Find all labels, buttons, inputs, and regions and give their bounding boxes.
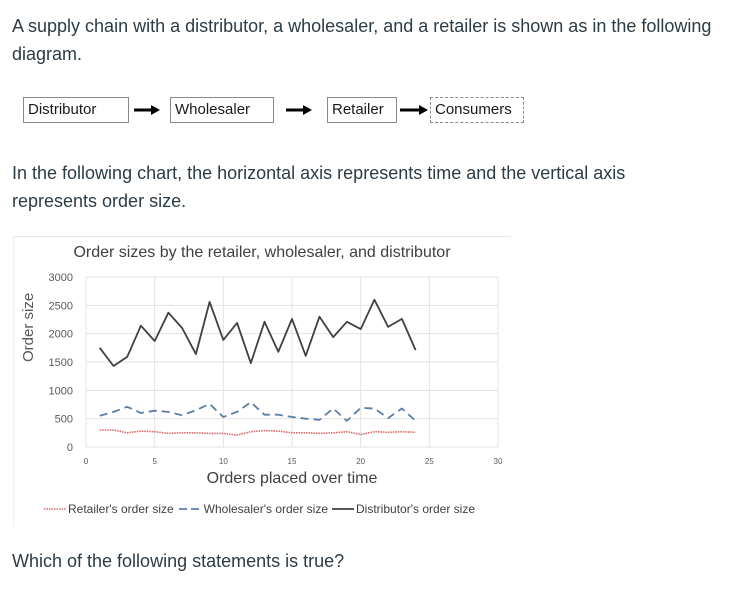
x-tick-label: 30 <box>494 457 503 466</box>
x-tick-label: 15 <box>288 457 297 466</box>
node-consumers: Consumers <box>430 97 524 123</box>
series-line <box>98 298 417 367</box>
x-tick-label: 5 <box>152 457 157 466</box>
node-retailer: Retailer <box>327 97 397 123</box>
y-tick-label: 500 <box>55 414 73 426</box>
chart-title: Order sizes by the retailer, wholesaler,… <box>73 244 451 261</box>
chart-legend: Retailer's order size Wholesaler's order… <box>44 502 479 516</box>
chart-frame <box>13 236 511 527</box>
series-line <box>99 429 416 436</box>
legend-label: Retailer's order size <box>68 502 174 516</box>
y-tick-label: 2000 <box>49 329 73 341</box>
arrow-right-icon <box>286 105 312 115</box>
dashed-line-icon <box>178 508 202 510</box>
chart-intro-text: In the following chart, the horizontal a… <box>12 163 626 211</box>
series-line <box>99 401 417 422</box>
x-tick-label: 20 <box>356 457 365 466</box>
y-tick-label: 1500 <box>49 357 73 369</box>
y-tick-label: 3000 <box>49 272 73 284</box>
y-tick-label: 2500 <box>49 300 73 312</box>
arrow-right-icon <box>134 105 160 115</box>
question-text: Which of the following statements is tru… <box>12 551 345 571</box>
x-tick-label: 10 <box>219 457 228 466</box>
dotted-line-icon <box>44 508 66 510</box>
supply-chain-diagram: Distributor Wholesaler Retailer Consumer… <box>0 0 754 140</box>
x-tick-label: 0 <box>84 457 89 466</box>
legend-label: Distributor's order size <box>356 502 476 516</box>
node-distributor: Distributor <box>23 97 129 123</box>
node-wholesaler: Wholesaler <box>170 97 274 123</box>
intro-text: A supply chain with a distributor, a who… <box>12 16 712 64</box>
arrow-right-icon <box>400 105 428 115</box>
legend-item-distributor: Distributor's order size <box>332 502 475 516</box>
x-axis-label: Orders placed over time <box>206 470 378 487</box>
legend-item-retailer: Retailer's order size <box>44 502 174 516</box>
legend-label: Wholesaler's order size <box>203 502 329 516</box>
legend-item-wholesaler: Wholesaler's order size <box>178 502 328 516</box>
x-tick-label: 25 <box>425 457 434 466</box>
y-tick-label: 0 <box>67 442 73 454</box>
y-tick-label: 1000 <box>49 385 73 397</box>
solid-line-icon <box>332 508 355 510</box>
